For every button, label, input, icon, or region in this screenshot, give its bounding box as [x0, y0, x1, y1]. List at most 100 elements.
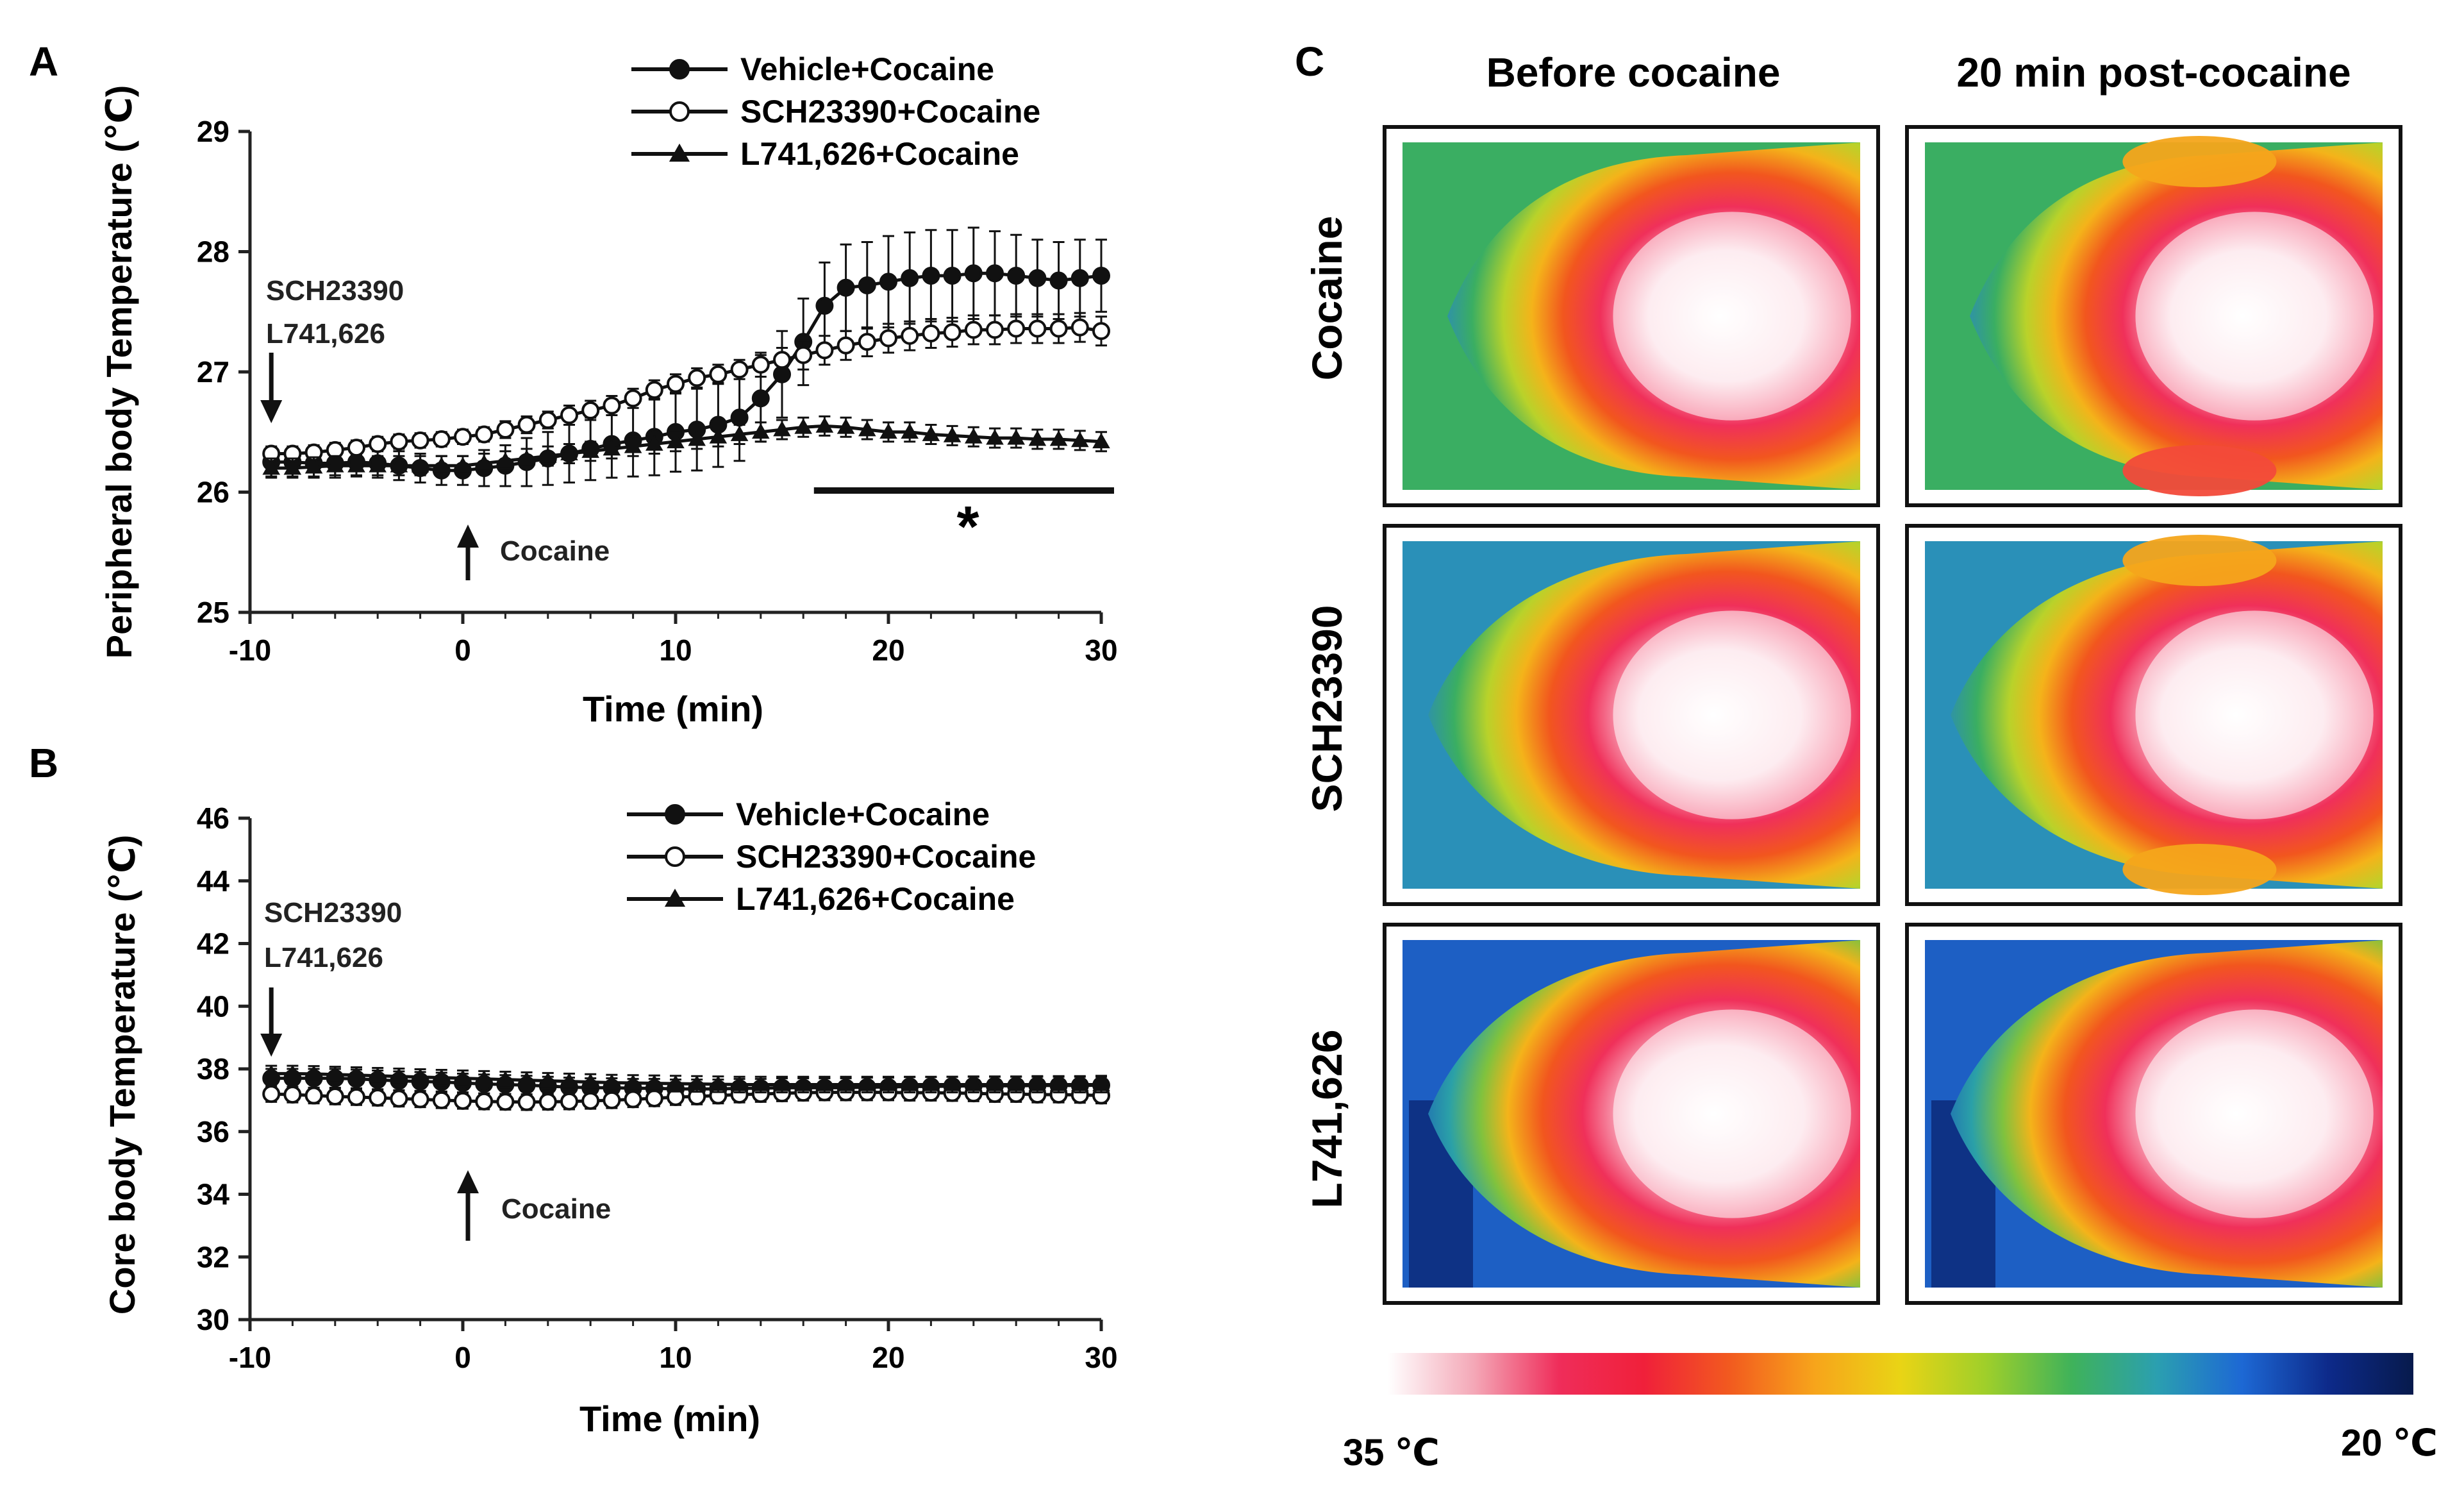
data-point [1071, 432, 1089, 448]
data-point [986, 321, 1004, 339]
data-point [901, 269, 919, 287]
chart-b-legend: Vehicle+Cocaine SCH23390+Cocaine L741,626+… [627, 796, 1036, 917]
y-tick-label: 40 [197, 989, 229, 1023]
data-point [496, 421, 515, 439]
data-point [581, 1073, 599, 1089]
data-point [283, 1064, 302, 1080]
data-point [1007, 267, 1026, 285]
y-tick-label: 42 [197, 927, 229, 961]
data-point [964, 321, 983, 339]
data-point [688, 430, 706, 446]
scale-min-label: 35 ℃ [1343, 1432, 1440, 1474]
data-point [433, 1068, 451, 1085]
data-point [411, 431, 429, 449]
legend-marker [665, 804, 685, 825]
data-point [369, 435, 387, 453]
data-point [326, 457, 344, 473]
data-point [1070, 318, 1089, 337]
y-tick-label: 32 [197, 1240, 229, 1273]
data-point [390, 1067, 408, 1084]
data-point [475, 454, 493, 470]
chart-b-pretreat-label-1: SCH23390 [264, 897, 402, 928]
data-point [815, 341, 834, 360]
data-point [326, 1087, 344, 1106]
y-tick-label: 28 [197, 235, 229, 269]
x-tick-label: 0 [454, 1341, 471, 1374]
data-point [369, 1088, 387, 1107]
data-point [645, 1074, 663, 1090]
data-point [283, 459, 302, 475]
cocaine-arrow-head [457, 1170, 479, 1193]
data-point [475, 1070, 493, 1086]
data-point [858, 333, 876, 351]
thermal-core [1613, 1009, 1851, 1218]
data-point [815, 417, 834, 433]
data-point [475, 1092, 494, 1111]
chart-a-axes: 25 26 27 28 29 -10 0 10 20 30 [197, 115, 1118, 667]
data-point [369, 1066, 387, 1083]
data-point [454, 1091, 472, 1110]
chart-b-ylabel: Core body Temperature (℃) [102, 835, 142, 1314]
data-point [667, 1075, 685, 1091]
data-point [751, 389, 770, 408]
data-point [1049, 319, 1068, 338]
data-point [837, 418, 855, 434]
data-point [815, 296, 834, 315]
data-point [667, 432, 685, 449]
data-point [943, 267, 961, 285]
x-tick-label: 10 [659, 1341, 692, 1374]
data-point [858, 1075, 876, 1091]
data-point [837, 1075, 855, 1091]
cocaine-arrow-head [457, 525, 479, 548]
thermal-image-cocaine-before [1383, 125, 1880, 507]
data-point [539, 1071, 557, 1087]
data-point [751, 355, 770, 374]
data-point [773, 1075, 791, 1091]
data-point [794, 418, 812, 434]
chart-b-xlabel: Time (min) [579, 1398, 760, 1439]
chart-a-ylabel: Peripheral body Temperature (℃) [99, 85, 139, 659]
data-point [539, 447, 557, 463]
data-point [624, 437, 642, 453]
data-point [1007, 1075, 1025, 1091]
data-point [433, 457, 451, 473]
data-point [347, 457, 365, 473]
data-point [454, 428, 472, 446]
data-point [986, 264, 1004, 283]
data-point [390, 457, 408, 473]
y-tick-label: 46 [197, 802, 229, 835]
data-point [752, 1075, 770, 1091]
data-point [1049, 1075, 1068, 1091]
data-point [411, 1068, 429, 1084]
data-point [645, 381, 663, 399]
series-line [271, 326, 1102, 455]
thermal-paw-top [2122, 136, 2277, 187]
data-point [943, 323, 961, 342]
series-line [271, 1071, 1101, 1086]
y-tick-label: 30 [197, 1303, 229, 1336]
legend-label: SCH23390+Cocaine [736, 839, 1036, 875]
data-point [709, 428, 728, 444]
data-point [730, 360, 749, 379]
legend-marker [669, 59, 690, 80]
data-point [603, 396, 621, 415]
chart-a-cocaine-label: Cocaine [500, 535, 610, 567]
data-point [943, 1075, 961, 1091]
chart-a-annotations: SCH23390 L741,626 Cocaine * [260, 275, 1114, 580]
chart-b-series [262, 1064, 1110, 1111]
temperature-scale-bar [1388, 1353, 2413, 1395]
data-point [965, 428, 983, 444]
data-point [560, 1072, 578, 1088]
data-point [347, 1087, 365, 1106]
data-point [517, 449, 536, 466]
data-point [1028, 1075, 1047, 1091]
x-tick-label: 30 [1085, 1341, 1117, 1374]
data-point [964, 264, 983, 283]
data-point [624, 389, 642, 408]
data-point [986, 429, 1004, 445]
panel-letter-a: A [29, 38, 58, 85]
data-point [454, 1069, 472, 1086]
thermal-paw-bottom [2122, 445, 2277, 496]
y-tick-label: 26 [197, 476, 229, 509]
